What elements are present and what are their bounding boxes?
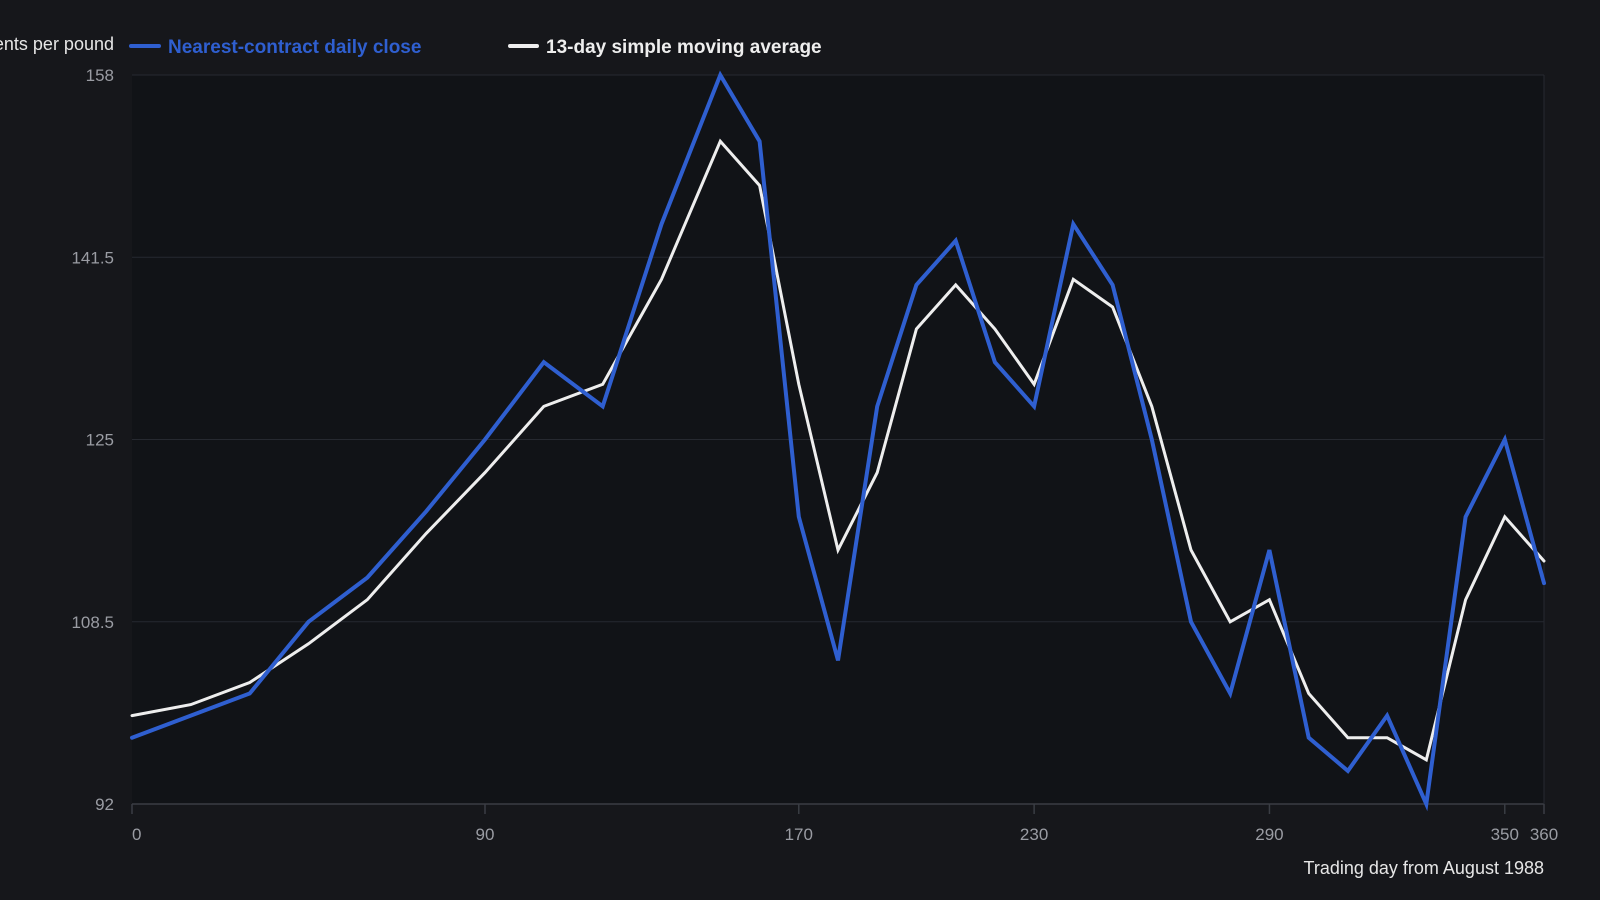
x-tick-labels: 0 90 170 230 290 350 360 [131,804,1558,844]
y-axis-label: US cents per pound [0,34,114,54]
x-axis-label: Trading day from August 1988 [1304,858,1544,878]
y-tick-label-158: 158 [86,66,114,85]
y-tick-label-92: 92 [95,795,114,814]
y-tick-label-125: 125 [86,431,114,450]
series-layer [130,70,1546,812]
x-tick-label-90: 90 [476,825,495,844]
x-tick-label-360: 360 [1530,825,1558,844]
x-tick-label-170: 170 [785,825,813,844]
legend-label-sma: 13-day simple moving average [546,37,822,58]
legend-item-close[interactable]: Nearest-contract daily close [129,37,421,58]
y-tick-label-141-5: 141.5 [71,248,114,267]
legend: Nearest-contract daily close 13-day simp… [129,37,822,58]
x-tick-label-0: 0 [132,825,141,844]
y-tick-labels: 92 108.5 125 141.5 158 [71,66,114,814]
legend-item-sma[interactable]: 13-day simple moving average [508,37,822,58]
series-line-close [130,70,1546,812]
x-tick-label-350: 350 [1491,825,1519,844]
x-tick-label-290: 290 [1255,825,1283,844]
series-line-sma [130,138,1546,763]
x-tick-label-230: 230 [1020,825,1048,844]
legend-label-close: Nearest-contract daily close [168,37,421,58]
grid-layer [132,74,1545,805]
y-tick-label-108-5: 108.5 [71,613,114,632]
